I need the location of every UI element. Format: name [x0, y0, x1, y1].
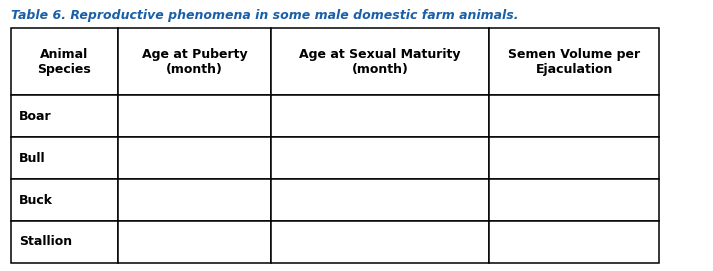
Text: Age at Puberty
(month): Age at Puberty (month) [142, 48, 247, 76]
Bar [489, 179, 660, 221]
Bar [489, 221, 660, 263]
Bar [271, 28, 489, 95]
Text: Stallion: Stallion [19, 235, 72, 249]
Text: Age at Sexual Maturity
(month): Age at Sexual Maturity (month) [299, 48, 461, 76]
Bar [489, 95, 660, 137]
Bar [271, 137, 489, 179]
Bar [118, 137, 271, 179]
Bar [11, 95, 118, 137]
Bar [489, 137, 660, 179]
Bar [489, 28, 660, 95]
Bar [11, 221, 118, 263]
Bar [118, 179, 271, 221]
Text: Table 6. Reproductive phenomena in some male domestic farm animals.: Table 6. Reproductive phenomena in some … [11, 9, 518, 22]
Bar [11, 28, 118, 95]
Bar [271, 179, 489, 221]
Text: Semen Volume per
Ejaculation: Semen Volume per Ejaculation [508, 48, 640, 76]
Text: Bull: Bull [19, 151, 46, 164]
Bar [11, 179, 118, 221]
Bar [118, 95, 271, 137]
Text: Buck: Buck [19, 193, 53, 207]
Text: Animal
Species: Animal Species [38, 48, 91, 76]
Text: Boar: Boar [19, 110, 51, 123]
Bar [118, 221, 271, 263]
Bar [11, 137, 118, 179]
Bar [271, 95, 489, 137]
Bar [118, 28, 271, 95]
Bar [271, 221, 489, 263]
